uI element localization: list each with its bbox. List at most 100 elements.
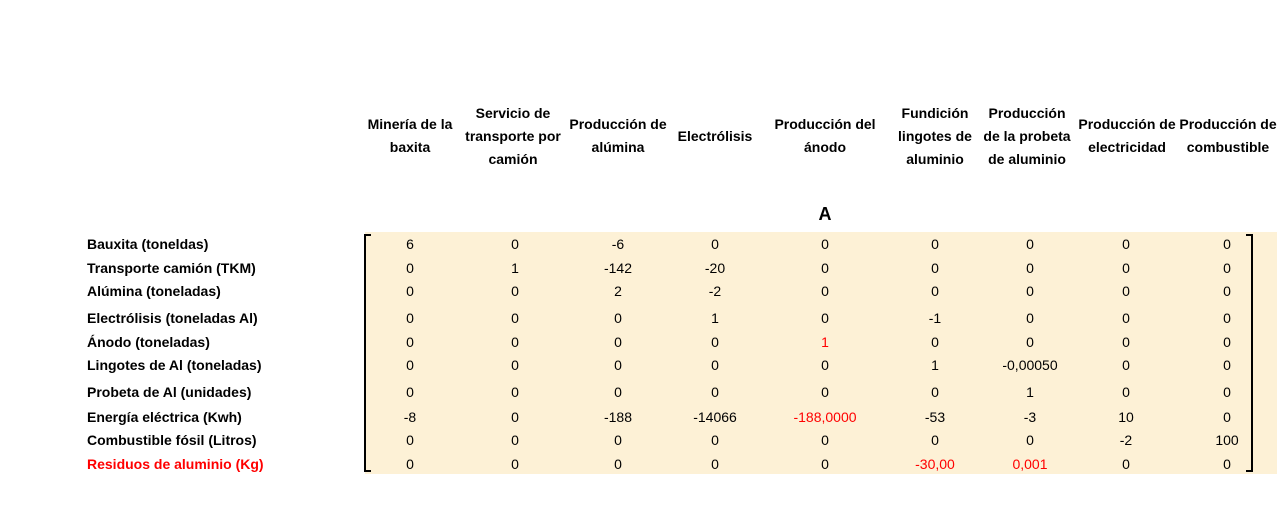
matrix-cell: -6 bbox=[611, 236, 625, 252]
matrix-cell: -53 bbox=[924, 409, 946, 425]
matrix-cell: 0 bbox=[1223, 310, 1231, 326]
matrix-cell: 0 bbox=[511, 310, 519, 326]
matrix-cell: -2 bbox=[708, 283, 722, 299]
matrix-cell: 0 bbox=[1026, 283, 1034, 299]
row-label: Ánodo (toneladas) bbox=[87, 334, 210, 350]
matrix-cell: 0 bbox=[1026, 236, 1034, 252]
matrix-cell: -14066 bbox=[693, 409, 737, 425]
matrix-cell: -30,00 bbox=[915, 456, 955, 472]
matrix-row: Energía eléctrica (Kwh) -8 0 -188 -14066 -188… bbox=[0, 406, 1277, 428]
matrix-cell: -1 bbox=[928, 310, 942, 326]
matrix-cell: 1 bbox=[821, 334, 829, 350]
matrix-cell: 0 bbox=[406, 310, 414, 326]
matrix-cell: 1 bbox=[1026, 384, 1034, 400]
matrix-cell: 0 bbox=[1223, 384, 1231, 400]
column-header-electrolisis: Electrólisis bbox=[677, 127, 753, 144]
matrix-cell: 0 bbox=[931, 283, 939, 299]
column-header-mineria: Minería de la baxita bbox=[367, 116, 453, 155]
matrix-row: Ánodo (toneladas) 0 0 0 0 1 0 0 0 0 bbox=[0, 331, 1277, 353]
matrix-cell: 0 bbox=[614, 432, 622, 448]
matrix-cell: 0 bbox=[1122, 236, 1130, 252]
right-bracket bbox=[1246, 234, 1253, 472]
matrix-cell: 0 bbox=[711, 384, 719, 400]
matrix-cell: 0 bbox=[1122, 384, 1130, 400]
matrix-cell: 100 bbox=[1215, 432, 1239, 448]
matrix-cell: 0 bbox=[511, 334, 519, 350]
column-header-anodo: Producción del ánodo bbox=[774, 116, 876, 155]
matrix-cell: 0 bbox=[511, 432, 519, 448]
matrix-cell: 2 bbox=[614, 283, 622, 299]
matrix-cell: 0 bbox=[821, 236, 829, 252]
matrix-cell: 0 bbox=[1026, 310, 1034, 326]
column-header-probeta: Producción de la probeta de aluminio bbox=[983, 104, 1071, 167]
matrix-cell: 0 bbox=[821, 310, 829, 326]
matrix-cell: 0 bbox=[931, 260, 939, 276]
matrix-cell: 0 bbox=[406, 456, 414, 472]
matrix-cell: 0 bbox=[511, 236, 519, 252]
matrix-cell: 0 bbox=[511, 409, 519, 425]
matrix-cell: 0 bbox=[1223, 409, 1231, 425]
matrix-cell: -0,00050 bbox=[1002, 357, 1058, 373]
row-label: Alúmina (toneladas) bbox=[87, 283, 221, 299]
matrix-title: A bbox=[818, 204, 832, 224]
matrix-cell: 1 bbox=[711, 310, 719, 326]
matrix-cell: -3 bbox=[1023, 409, 1037, 425]
matrix-cell: 0 bbox=[406, 432, 414, 448]
matrix-row: Residuos de aluminio (Kg) 0 0 0 0 0 -30,00 0,00… bbox=[0, 453, 1277, 475]
row-label: Energía eléctrica (Kwh) bbox=[87, 409, 242, 425]
row-label: Probeta de Al (unidades) bbox=[87, 384, 252, 400]
column-header-alumina: Producción de alúmina bbox=[569, 116, 667, 155]
matrix-cell: 0 bbox=[1122, 283, 1130, 299]
matrix-cell: 0 bbox=[931, 236, 939, 252]
matrix-row: Transporte camión (TKM) 0 1 -142 -20 0 0 0 0 0 bbox=[0, 257, 1277, 279]
matrix-cell: 0 bbox=[711, 236, 719, 252]
matrix-cell: 0 bbox=[614, 357, 622, 373]
matrix-cell: 0 bbox=[931, 432, 939, 448]
matrix-cell: -188,0000 bbox=[793, 409, 857, 425]
matrix-cell: 0 bbox=[1122, 357, 1130, 373]
matrix-cell: 0 bbox=[821, 384, 829, 400]
row-label: Lingotes de Al (toneladas) bbox=[87, 357, 262, 373]
matrix-cell: 0 bbox=[1223, 357, 1231, 373]
matrix-cell: 0 bbox=[1122, 310, 1130, 326]
matrix-cell: 0 bbox=[1223, 334, 1231, 350]
matrix-row: Probeta de Al (unidades) 0 0 0 0 0 0 1 0 0 bbox=[0, 381, 1277, 403]
matrix-cell: 0 bbox=[511, 384, 519, 400]
matrix-background bbox=[365, 232, 1277, 474]
matrix-row: Lingotes de Al (toneladas) 0 0 0 0 0 1 -0,00050… bbox=[0, 354, 1277, 376]
matrix-cell: 0 bbox=[511, 456, 519, 472]
matrix-cell: 0 bbox=[821, 456, 829, 472]
matrix-cell: 6 bbox=[406, 236, 414, 252]
row-label: Combustible fósil (Litros) bbox=[87, 432, 257, 448]
row-label: Residuos de aluminio (Kg) bbox=[87, 456, 264, 472]
matrix-cell: 0 bbox=[1122, 260, 1130, 276]
matrix-cell: 1 bbox=[931, 357, 939, 373]
matrix-cell: 0 bbox=[406, 384, 414, 400]
matrix-row: Alúmina (toneladas) 0 0 2 -2 0 0 0 0 0 bbox=[0, 280, 1277, 302]
row-label: Bauxita (toneldas) bbox=[87, 236, 209, 252]
matrix-cell: 0,001 bbox=[1012, 456, 1048, 472]
matrix-cell: 0 bbox=[711, 456, 719, 472]
matrix-cell: 0 bbox=[1223, 456, 1231, 472]
matrix-cell: 0 bbox=[1223, 283, 1231, 299]
matrix-cell: 0 bbox=[1122, 456, 1130, 472]
matrix-cell: -142 bbox=[603, 260, 633, 276]
matrix-cell: 0 bbox=[511, 283, 519, 299]
matrix-cell: 10 bbox=[1118, 409, 1134, 425]
matrix-cell: -188 bbox=[603, 409, 633, 425]
matrix-cell: -8 bbox=[403, 409, 417, 425]
matrix-cell: 0 bbox=[931, 334, 939, 350]
row-label: Transporte camión (TKM) bbox=[87, 260, 256, 276]
matrix-cell: 0 bbox=[614, 310, 622, 326]
matrix-cell: 0 bbox=[614, 456, 622, 472]
matrix-cell: 0 bbox=[711, 334, 719, 350]
matrix-cell: 0 bbox=[406, 334, 414, 350]
matrix-cell: 0 bbox=[711, 432, 719, 448]
matrix-cell: 0 bbox=[1223, 260, 1231, 276]
matrix-cell: 0 bbox=[614, 334, 622, 350]
matrix-cell: 1 bbox=[511, 260, 519, 276]
matrix-cell: 0 bbox=[931, 384, 939, 400]
row-label: Electrólisis (toneladas Al) bbox=[87, 310, 258, 326]
matrix-cell: -20 bbox=[704, 260, 726, 276]
column-header-electricidad: Producción de electricidad bbox=[1078, 116, 1176, 155]
